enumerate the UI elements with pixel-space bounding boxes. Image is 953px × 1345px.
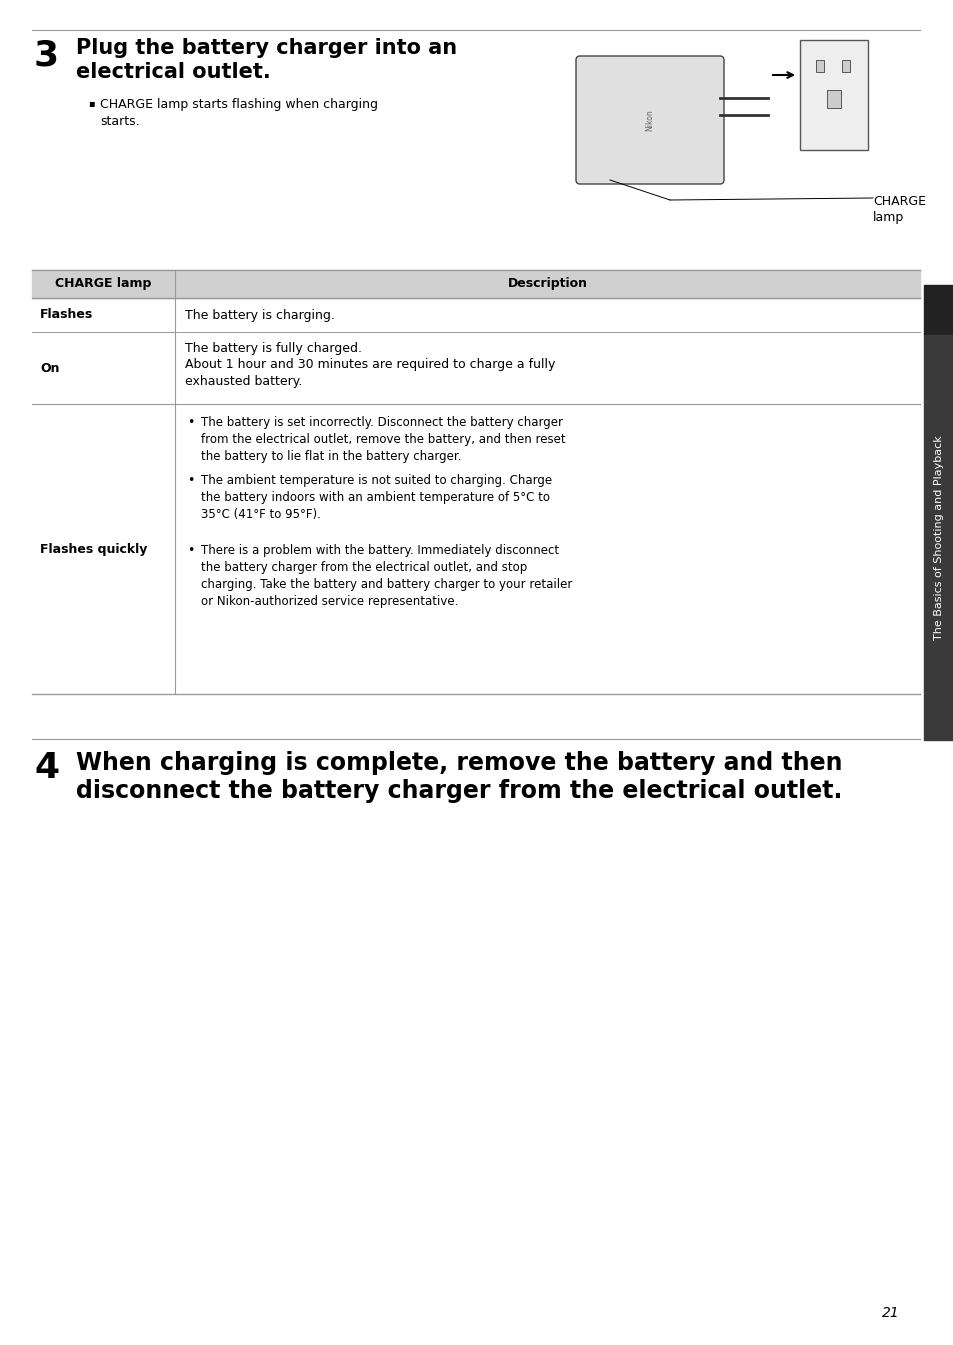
Text: •: • — [187, 416, 194, 429]
Bar — [923, 285, 953, 335]
Text: Nikon: Nikon — [645, 109, 654, 130]
Text: CHARGE lamp: CHARGE lamp — [55, 277, 152, 291]
Bar — [815, 61, 823, 73]
Text: •: • — [187, 473, 194, 487]
Text: Description: Description — [507, 277, 587, 291]
Text: 3: 3 — [34, 38, 59, 73]
FancyBboxPatch shape — [576, 56, 723, 184]
Text: About 1 hour and 30 minutes are required to charge a fully
exhausted battery.: About 1 hour and 30 minutes are required… — [185, 358, 555, 387]
Bar — [923, 335, 953, 740]
Bar — [32, 270, 919, 299]
Text: 21: 21 — [882, 1306, 899, 1319]
FancyBboxPatch shape — [800, 40, 867, 151]
Text: Flashes: Flashes — [40, 308, 93, 321]
Text: On: On — [40, 362, 59, 374]
Bar — [841, 61, 849, 73]
Text: The battery is fully charged.: The battery is fully charged. — [185, 342, 361, 355]
Text: The battery is charging.: The battery is charging. — [185, 308, 335, 321]
Text: There is a problem with the battery. Immediately disconnect
the battery charger : There is a problem with the battery. Imm… — [201, 543, 572, 608]
Text: 4: 4 — [34, 751, 59, 785]
Text: The battery is set incorrectly. Disconnect the battery charger
from the electric: The battery is set incorrectly. Disconne… — [201, 416, 565, 463]
Text: disconnect the battery charger from the electrical outlet.: disconnect the battery charger from the … — [76, 779, 841, 803]
Text: Plug the battery charger into an: Plug the battery charger into an — [76, 38, 456, 58]
Text: ▪: ▪ — [88, 98, 94, 108]
Text: CHARGE
lamp: CHARGE lamp — [872, 195, 925, 225]
Bar — [826, 90, 841, 108]
Text: The Basics of Shooting and Playback: The Basics of Shooting and Playback — [933, 436, 943, 640]
Text: When charging is complete, remove the battery and then: When charging is complete, remove the ba… — [76, 751, 841, 775]
Text: electrical outlet.: electrical outlet. — [76, 62, 271, 82]
Text: The ambient temperature is not suited to charging. Charge
the battery indoors wi: The ambient temperature is not suited to… — [201, 473, 552, 521]
Text: •: • — [187, 543, 194, 557]
Text: CHARGE lamp starts flashing when charging
starts.: CHARGE lamp starts flashing when chargin… — [100, 98, 377, 128]
Text: Flashes quickly: Flashes quickly — [40, 542, 147, 555]
